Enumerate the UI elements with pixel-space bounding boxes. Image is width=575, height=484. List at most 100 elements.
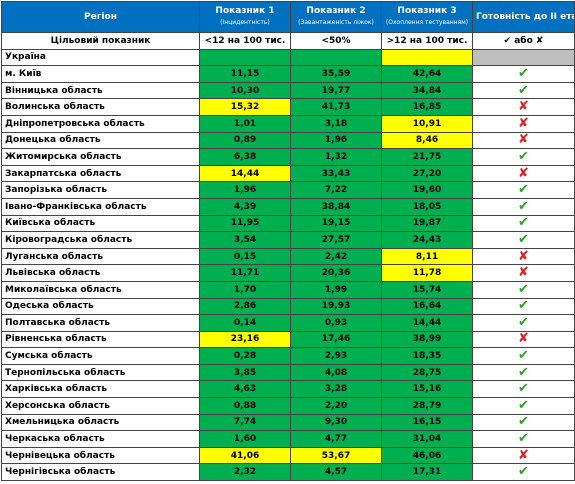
region-row: Львівська область 11,71 20,36 11,78 ✘ (1, 264, 575, 282)
indicator-cell: 3,85 (199, 363, 291, 382)
indicator-cell: 10,30 (199, 81, 291, 100)
indicator-cell: 0,28 (199, 347, 291, 365)
region-row: Чернігівська область 2,32 4,57 17,31 ✔ (1, 463, 575, 482)
region-row: Хмельницька область 7,74 9,30 16,15 ✔ (1, 413, 575, 432)
region-name: Херсонська область (1, 397, 200, 415)
indicator-cell: 2,86 (199, 297, 291, 316)
indicator-cell: 24,43 (381, 231, 473, 249)
indicator-cell: 41,73 (290, 98, 382, 116)
header-subtitle: (Завантаженість ліжок) (298, 19, 374, 26)
region-row: Івано-Франківська область 4,39 38,84 18,05 ✔ (1, 197, 575, 216)
indicator-cell: 15,74 (381, 280, 473, 299)
header-cell: Показник 3 (Охоплення тестуванням) (381, 1, 473, 33)
indicator-cell: 35,59 (290, 65, 382, 83)
region-name: Чернівецька область (1, 446, 200, 465)
indicator-cell: 0,88 (199, 397, 291, 415)
indicator-cell: 42,64 (381, 65, 473, 83)
indicator-cell: 7,22 (290, 181, 382, 199)
indicator-cell: 1,32 (290, 148, 382, 166)
header-title: Показник 1 (215, 6, 275, 16)
ready-cell: ✔ (472, 280, 575, 299)
ready-cell: ✔ (472, 65, 575, 83)
region-name: Сумська область (1, 347, 200, 365)
ready-cell: ✔ (472, 214, 575, 233)
ready-cell: ✔ (472, 430, 575, 448)
ready-cell: ✔ (472, 231, 575, 249)
region-row: м. Київ 11,15 35,59 42,64 ✔ (1, 65, 575, 83)
target-ready: ✔ або ✘ (472, 32, 575, 50)
indicator-cell: 9,30 (290, 413, 382, 432)
region-row: Черкаська область 1,60 4,77 31,04 ✔ (1, 430, 575, 448)
region-name: Миколаївська область (1, 280, 200, 299)
indicator-cell: 18,05 (381, 197, 473, 216)
indicator-cell: 0,93 (290, 314, 382, 332)
header-cell: Готовність до ІІ етапу (472, 1, 575, 33)
indicator-cell: 11,78 (381, 264, 473, 282)
region-row: Сумська область 0,28 2,93 18,35 ✔ (1, 347, 575, 365)
region-row: Рівненська область 23,16 17,46 38,99 ✘ (1, 330, 575, 349)
ready-cell: ✔ (472, 363, 575, 382)
target-row: Цільовий показник <12 на 100 тис. <50% >12 … (1, 32, 575, 50)
indicator-cell: 0,15 (199, 247, 291, 266)
ready-cell: ✔ (472, 463, 575, 482)
indicator-cell: 1,96 (290, 131, 382, 150)
region-row: Тернопільська область 3,85 4,08 28,75 ✔ (1, 363, 575, 382)
ready-cell: ✘ (472, 131, 575, 150)
table-body: Цільовий показник <12 на 100 тис. <50% >12 … (1, 32, 575, 482)
indicator-cell: 4,39 (199, 197, 291, 216)
indicator-cell: 11,71 (199, 264, 291, 282)
indicator-cell: 2,32 (199, 463, 291, 482)
region-row: Дніпропетровська область 1,01 3,18 10,91 ✘ (1, 114, 575, 133)
indicator-cell: 1,99 (290, 280, 382, 299)
indicator-cell: 17,46 (290, 330, 382, 349)
ready-cell: ✔ (472, 397, 575, 415)
region-row: Волинська область 15,32 41,73 16,85 ✘ (1, 98, 575, 116)
indicator-cell: 27,57 (290, 231, 382, 249)
region-row: Херсонська область 0,88 2,20 28,79 ✔ (1, 397, 575, 415)
region-row: Україна (1, 48, 575, 67)
indicator-cell: 46,06 (381, 446, 473, 465)
indicator-cell: 17,31 (381, 463, 473, 482)
table-header: Регіон Показник 1 (інцидентність) Показник… (1, 1, 575, 33)
indicator-cell: 1,01 (199, 114, 291, 133)
indicator-cell: 15,16 (381, 380, 473, 399)
region-row: Донецька область 0,89 1,96 8,46 ✘ (1, 131, 575, 150)
target-value: <50% (290, 32, 382, 50)
indicator-cell: 41,06 (199, 446, 291, 465)
indicator-cell: 14,44 (381, 314, 473, 332)
region-row: Чернівецька область 41,06 53,67 46,06 ✘ (1, 446, 575, 465)
region-name: м. Київ (1, 65, 200, 83)
indicator-cell: 18,35 (381, 347, 473, 365)
indicator-cell: 2,42 (290, 247, 382, 266)
indicator-cell: 11,15 (199, 65, 291, 83)
indicator-cell: 0,89 (199, 131, 291, 150)
header-title: Показник 2 (306, 6, 366, 16)
indicator-cell: 4,77 (290, 430, 382, 448)
region-row: Вінницька область 10,30 19,77 34,84 ✔ (1, 81, 575, 100)
ready-cell: ✘ (472, 164, 575, 183)
indicator-cell: 16,85 (381, 98, 473, 116)
target-value: <12 на 100 тис. (199, 32, 291, 50)
ready-cell: ✘ (472, 264, 575, 282)
ready-cell: ✔ (472, 148, 575, 166)
indicator-cell: 4,08 (290, 363, 382, 382)
region-name: Одеська область (1, 297, 200, 316)
indicator-cell: 2,20 (290, 397, 382, 415)
indicator-cell (290, 48, 382, 67)
region-row: Одеська область 2,86 19,93 16,64 ✔ (1, 297, 575, 316)
indicator-cell: 19,87 (381, 214, 473, 233)
indicator-cell: 19,77 (290, 81, 382, 100)
region-name: Житомирська область (1, 148, 200, 166)
indicator-cell: 0,14 (199, 314, 291, 332)
indicator-cell: 19,15 (290, 214, 382, 233)
header-cell: Регіон (1, 1, 200, 33)
indicator-cell: 3,28 (290, 380, 382, 399)
region-row: Закарпатська область 14,44 33,43 27,20 ✘ (1, 164, 575, 183)
indicator-cell: 38,84 (290, 197, 382, 216)
region-row: Кіровоградська область 3,54 27,57 24,43 ✔ (1, 231, 575, 249)
indicator-cell: 33,43 (290, 164, 382, 183)
region-name: Рівненська область (1, 330, 200, 349)
indicator-cell: 16,64 (381, 297, 473, 316)
